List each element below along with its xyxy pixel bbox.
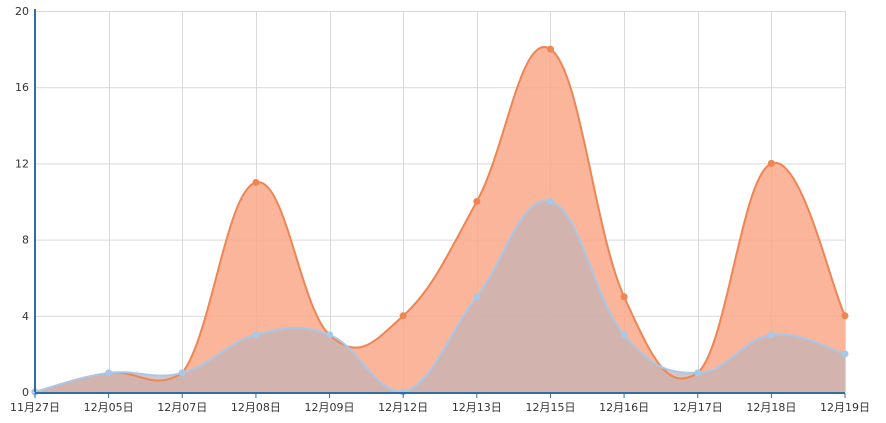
series-1-point <box>694 369 702 377</box>
series-0-point <box>546 45 554 53</box>
y-tick-label: 12 <box>15 157 29 170</box>
y-tick-label: 20 <box>15 5 29 18</box>
series-1-point <box>546 198 554 205</box>
y-axis-tick-labels: 0 4 8 12 16 20 <box>15 5 29 399</box>
x-tick-label: 12月09日 <box>305 401 355 414</box>
x-tick-label: 12月07日 <box>157 401 207 414</box>
series-1-point <box>326 331 334 339</box>
series-1-point <box>767 331 775 339</box>
series-areas <box>35 47 845 392</box>
x-tick-label: 12月16日 <box>599 401 649 414</box>
x-tick-label: 12月19日 <box>820 401 870 414</box>
series-0-point <box>767 159 775 167</box>
x-tick-label: 12月15日 <box>525 401 575 414</box>
series-0-point <box>473 198 481 205</box>
series-1-point <box>105 369 113 377</box>
x-axis-tick-labels: 11月27日 12月05日 12月07日 12月08日 12月09日 12月12日 12月1… <box>10 401 870 414</box>
series-1-point <box>841 350 849 358</box>
x-tick-label: 12月18日 <box>746 401 796 414</box>
axes <box>34 9 846 398</box>
series-0-point <box>841 312 849 320</box>
series-1-point <box>473 293 481 301</box>
x-tick-label: 12月08日 <box>231 401 281 414</box>
series-0-point <box>252 178 260 186</box>
x-tick-label: 11月27日 <box>10 401 60 414</box>
y-tick-label: 0 <box>22 386 29 399</box>
series-1-point <box>252 331 260 339</box>
series-0-point <box>620 293 628 301</box>
y-tick-label: 16 <box>15 81 29 94</box>
x-tick-label: 12月05日 <box>84 401 134 414</box>
x-tick-label: 12月12日 <box>378 401 428 414</box>
series-1-point <box>178 369 186 377</box>
y-tick-label: 8 <box>22 234 29 247</box>
x-tick-label: 12月17日 <box>673 401 723 414</box>
series-1-point <box>620 331 628 339</box>
series-1-area <box>35 200 845 392</box>
x-tick-label: 12月13日 <box>452 401 502 414</box>
y-tick-label: 4 <box>22 310 29 323</box>
series-0-area <box>35 47 845 392</box>
series-0-point <box>399 312 407 320</box>
